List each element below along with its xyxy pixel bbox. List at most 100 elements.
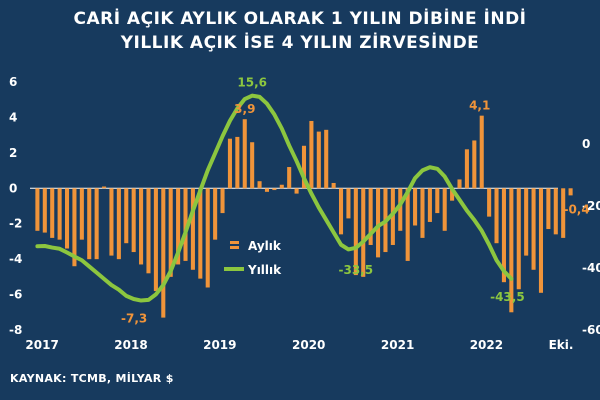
bar-aylik [72, 188, 77, 267]
bar-aylik [524, 188, 529, 256]
bar-aylik [346, 188, 351, 219]
bar-aylik [235, 136, 240, 189]
bar-aylik [176, 188, 181, 265]
left-axis-tick-label: -6 [9, 288, 22, 302]
bar-aylik [457, 179, 462, 189]
bar-aylik [294, 188, 299, 194]
data-label-yillik: -33,5 [339, 263, 374, 277]
left-axis-tick-label: 6 [9, 75, 17, 89]
x-axis-tick-label: 2019 [203, 338, 236, 352]
bar-aylik [568, 188, 573, 196]
data-label-aylik: -7,3 [121, 312, 147, 326]
bar-aylik [257, 181, 262, 189]
right-axis-tick-label: -40 [582, 261, 600, 275]
x-axis-tick-label: 2017 [25, 338, 58, 352]
bar-aylik [161, 188, 166, 318]
bar-aylik [116, 188, 121, 260]
bar-aylik [64, 188, 70, 249]
bar-aylik [153, 188, 158, 292]
x-axis-tick-label: Eki. [549, 338, 574, 352]
bar-aylik [287, 167, 292, 189]
bar-aylik [227, 138, 232, 189]
right-axis-tick-label: -20 [582, 199, 600, 213]
bar-aylik [487, 188, 492, 217]
bar-aylik [398, 188, 403, 231]
x-axis-tick-label: 2021 [381, 338, 414, 352]
bar-aylik [190, 188, 195, 270]
bar-aylik [561, 188, 566, 238]
bar-aylik [413, 188, 418, 226]
bar-aylik [405, 188, 410, 261]
source-note: KAYNAK: TCMB, MİLYAR $ [10, 372, 174, 385]
right-axis-tick-label: 0 [582, 137, 590, 151]
bar-aylik [338, 188, 344, 235]
bar-aylik [301, 145, 307, 189]
legend-marker-aylik [230, 241, 239, 244]
bar-aylik [124, 188, 129, 244]
data-label-yillik: 15,6 [237, 76, 267, 90]
bar-aylik [546, 188, 551, 230]
bar-aylik [435, 188, 440, 214]
bar-aylik [531, 188, 536, 270]
data-label-yillik: -43,5 [490, 290, 525, 304]
chart-title-line-2: YILLIK AÇIK İSE 4 YILIN ZİRVESİNDE [120, 33, 480, 53]
bar-aylik [553, 188, 558, 235]
bar-aylik [353, 188, 358, 276]
right-axis-tick-label: -60 [582, 323, 600, 337]
bar-aylik [131, 188, 136, 253]
x-axis-tick-label: 2022 [470, 338, 503, 352]
bar-aylik [35, 188, 40, 231]
bar-aylik [94, 188, 99, 260]
x-axis-tick-label: 2020 [292, 338, 325, 352]
left-axis-tick-label: -8 [9, 323, 22, 337]
bar-aylik [450, 188, 455, 201]
data-label-aylik: 3,9 [234, 102, 255, 116]
bar-aylik [509, 188, 514, 313]
bar-aylik [250, 142, 255, 189]
line-yillik [35, 93, 514, 303]
bar-aylik [464, 149, 469, 189]
chart-title-line-1: CARİ AÇIK AYLIK OLARAK 1 YILIN DİBİNE İN… [73, 9, 527, 29]
legend-marker-aylik [230, 246, 239, 249]
bar-aylik [420, 188, 425, 238]
bar-aylik [242, 119, 247, 189]
bar-aylik [57, 188, 62, 240]
bar-aylik [42, 188, 47, 233]
bar-aylik [198, 188, 203, 279]
bar-aylik [331, 182, 336, 189]
bar-aylik [361, 188, 366, 277]
bar-aylik [538, 188, 544, 293]
bar-aylik [220, 188, 225, 214]
x-axis-tick-label: 2018 [114, 338, 147, 352]
left-axis-tick-label: -4 [9, 252, 22, 266]
data-label-aylik: -0,4 [563, 202, 589, 216]
bar-aylik [479, 115, 484, 189]
bar-aylik [501, 188, 506, 283]
legend-label-aylik: Aylık [248, 239, 282, 253]
bar-aylik [324, 129, 329, 189]
bar-aylik [472, 140, 477, 189]
bar-aylik [516, 188, 521, 290]
bar-aylik [168, 188, 173, 277]
bar-aylik [183, 188, 188, 261]
bar-aylik [109, 188, 114, 256]
bar-aylik [272, 188, 277, 191]
bar-aylik [87, 188, 92, 260]
bar-aylik [264, 188, 270, 192]
bar-aylik [102, 186, 107, 189]
left-axis-tick-label: 2 [9, 146, 17, 160]
bar-aylik [494, 188, 499, 244]
bar-aylik [205, 188, 210, 288]
bar-aylik [368, 188, 373, 245]
bar-aylik [442, 188, 447, 231]
bar-aylik [213, 188, 218, 240]
bar-aylik [316, 131, 321, 189]
legend-label-yillik: Yıllık [247, 263, 282, 277]
left-axis-tick-label: 4 [9, 110, 17, 124]
bar-aylik [146, 188, 151, 274]
left-axis-tick-label: -2 [9, 217, 22, 231]
bar-aylik [376, 188, 381, 258]
bar-aylik [427, 188, 432, 222]
